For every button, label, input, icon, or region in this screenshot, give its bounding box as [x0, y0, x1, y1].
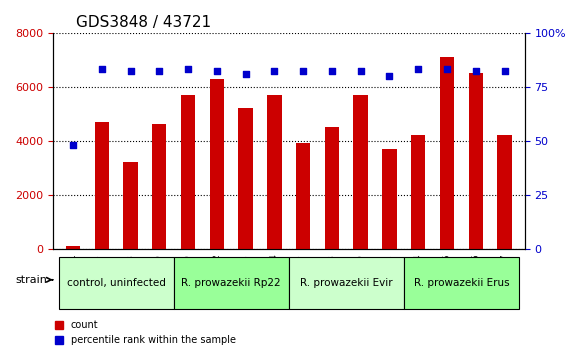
Bar — [267, 95, 282, 249]
Bar — [497, 135, 512, 249]
Point — [356, 69, 365, 74]
Text: R. prowazekii Rp22: R. prowazekii Rp22 — [181, 279, 281, 289]
Bar — [123, 162, 138, 249]
Point — [299, 69, 308, 74]
Bar — [152, 125, 167, 249]
Point — [155, 69, 164, 74]
Bar — [296, 143, 310, 249]
Bar — [411, 135, 425, 249]
Point — [97, 67, 106, 72]
Point — [184, 67, 193, 72]
Bar — [325, 127, 339, 249]
Bar — [440, 57, 454, 249]
Bar — [95, 122, 109, 249]
Bar — [210, 79, 224, 249]
Point — [471, 69, 480, 74]
Bar — [181, 95, 195, 249]
FancyBboxPatch shape — [174, 257, 289, 309]
Text: GDS3848 / 43721: GDS3848 / 43721 — [77, 15, 211, 30]
Legend: count, percentile rank within the sample: count, percentile rank within the sample — [51, 316, 240, 349]
Point — [212, 69, 221, 74]
Bar — [353, 95, 368, 249]
Text: R. prowazekii Evir: R. prowazekii Evir — [300, 279, 393, 289]
FancyBboxPatch shape — [289, 257, 404, 309]
Point — [385, 73, 394, 79]
Point — [327, 69, 336, 74]
Point — [241, 71, 250, 76]
Bar — [238, 108, 253, 249]
Point — [69, 142, 78, 148]
Bar — [468, 73, 483, 249]
FancyBboxPatch shape — [404, 257, 519, 309]
FancyBboxPatch shape — [59, 257, 174, 309]
Point — [500, 69, 509, 74]
Point — [442, 67, 451, 72]
Bar — [66, 246, 80, 249]
Point — [270, 69, 279, 74]
Text: R. prowazekii Erus: R. prowazekii Erus — [414, 279, 509, 289]
Point — [414, 67, 423, 72]
Bar — [382, 149, 397, 249]
Point — [126, 69, 135, 74]
Text: control, uninfected: control, uninfected — [67, 279, 166, 289]
Text: strain: strain — [15, 275, 52, 285]
